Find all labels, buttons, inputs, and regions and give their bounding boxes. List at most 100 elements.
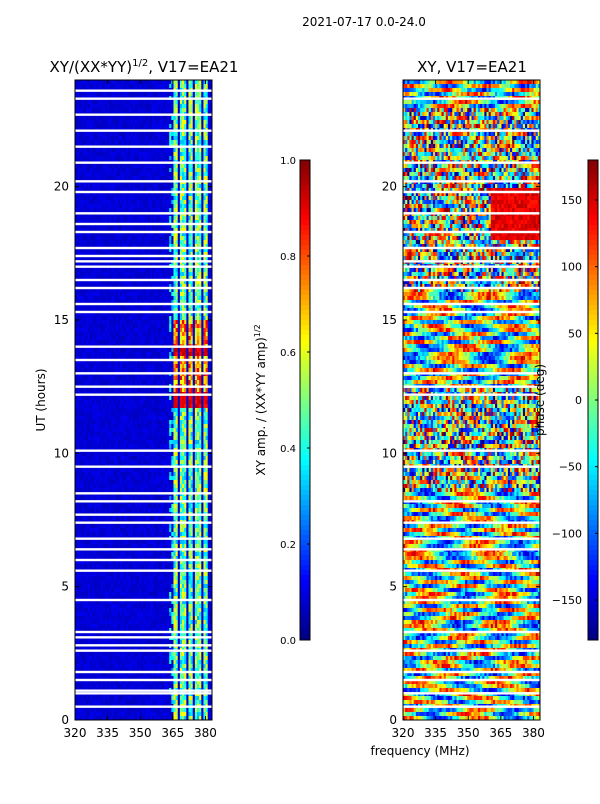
heatmap-cell — [158, 388, 162, 393]
heatmap-cell — [192, 192, 196, 197]
heatmap-cell — [190, 116, 194, 121]
heatmap-cell — [209, 236, 213, 241]
heatmap-cell — [102, 356, 106, 361]
heatmap-cell — [154, 308, 157, 313]
heatmap-cell — [119, 336, 123, 341]
heatmap-cell — [158, 348, 162, 353]
heatmap-cell — [75, 276, 78, 281]
heatmap-cell — [109, 172, 112, 177]
heatmap-cell — [177, 136, 181, 141]
heatmap-cell — [117, 192, 121, 197]
heatmap-cell — [75, 168, 78, 173]
heatmap-cell — [75, 80, 78, 85]
heatmap-cell — [85, 300, 89, 305]
heatmap-cell — [147, 224, 151, 229]
heatmap-cell — [134, 292, 138, 297]
heatmap-cell — [184, 368, 187, 373]
heatmap-cell — [85, 312, 89, 317]
heatmap-cell — [100, 332, 104, 337]
heatmap-cell — [197, 168, 200, 173]
heatmap-cell — [171, 388, 174, 393]
heatmap-cell — [192, 224, 196, 229]
heatmap-cell — [145, 280, 149, 285]
heatmap-cell — [79, 132, 82, 137]
heatmap-cell — [167, 168, 170, 173]
heatmap-cell — [128, 224, 132, 229]
heatmap-cell — [152, 348, 155, 353]
heatmap-cell — [92, 228, 95, 233]
heatmap-cell — [179, 188, 183, 193]
heatmap-cell — [139, 116, 142, 121]
heatmap-cell — [117, 176, 121, 181]
heatmap-cell — [107, 148, 110, 153]
heatmap-cell — [81, 308, 84, 313]
heatmap-cell — [139, 336, 142, 341]
heatmap-cell — [124, 244, 127, 249]
heatmap-cell — [79, 188, 82, 193]
heatmap-cell — [145, 356, 149, 361]
heatmap-cell — [96, 84, 99, 89]
heatmap-cell — [137, 248, 140, 253]
heatmap-cell — [188, 364, 191, 369]
heatmap-cell — [122, 208, 125, 213]
heatmap-cell — [154, 340, 157, 345]
heatmap-cell — [186, 220, 189, 225]
heatmap-cell — [177, 316, 181, 321]
heatmap-cell — [179, 316, 183, 321]
heatmap-cell — [169, 120, 172, 125]
heatmap-cell — [115, 108, 119, 113]
heatmap-cell — [169, 192, 172, 197]
heatmap-cell — [194, 192, 198, 197]
heatmap-cell — [117, 156, 121, 161]
heatmap-cell — [122, 188, 125, 193]
heatmap-cell — [197, 324, 200, 329]
heatmap-cell — [87, 324, 91, 329]
heatmap-cell — [197, 248, 200, 253]
heatmap-cell — [190, 200, 194, 205]
heatmap-cell — [175, 192, 179, 197]
heatmap-cell — [115, 104, 119, 109]
heatmap-cell — [104, 280, 108, 285]
heatmap-cell — [186, 200, 189, 205]
heatmap-cell — [147, 84, 151, 89]
heatmap-cell — [83, 156, 87, 161]
heatmap-cell — [184, 324, 187, 329]
heatmap-cell — [111, 356, 114, 361]
heatmap-cell — [152, 388, 155, 393]
heatmap-cell — [79, 240, 82, 245]
heatmap-cell — [81, 320, 84, 325]
heatmap-cell — [182, 348, 185, 353]
heatmap-cell — [98, 336, 102, 341]
heatmap-cell — [160, 368, 164, 373]
heatmap-cell — [203, 192, 206, 197]
heatmap-cell — [111, 164, 114, 169]
heatmap-cell — [137, 360, 140, 365]
heatmap-cell — [160, 224, 164, 229]
heatmap-cell — [203, 360, 206, 365]
heatmap-cell — [147, 300, 151, 305]
heatmap-cell — [139, 368, 142, 373]
heatmap-cell — [98, 268, 102, 273]
heatmap-cell — [186, 120, 189, 125]
heatmap-cell — [130, 236, 134, 241]
heatmap-cell — [117, 296, 121, 301]
heatmap-cell — [209, 220, 213, 225]
heatmap-cell — [81, 328, 84, 333]
heatmap-cell — [109, 292, 112, 297]
heatmap-cell — [197, 268, 200, 273]
heatmap-cell — [89, 232, 93, 237]
heatmap-cell — [77, 196, 80, 201]
heatmap-cell — [141, 304, 144, 309]
heatmap-cell — [115, 236, 119, 241]
heatmap-cell — [179, 328, 183, 333]
heatmap-cell — [104, 360, 108, 365]
heatmap-cell — [175, 268, 179, 273]
heatmap-cell — [107, 152, 110, 157]
heatmap-cell — [98, 188, 102, 193]
heatmap-cell — [158, 216, 162, 221]
heatmap-cell — [109, 296, 112, 301]
heatmap-cell — [87, 328, 91, 333]
heatmap-cell — [98, 340, 102, 345]
heatmap-cell — [162, 296, 166, 301]
heatmap-cell — [81, 188, 84, 193]
